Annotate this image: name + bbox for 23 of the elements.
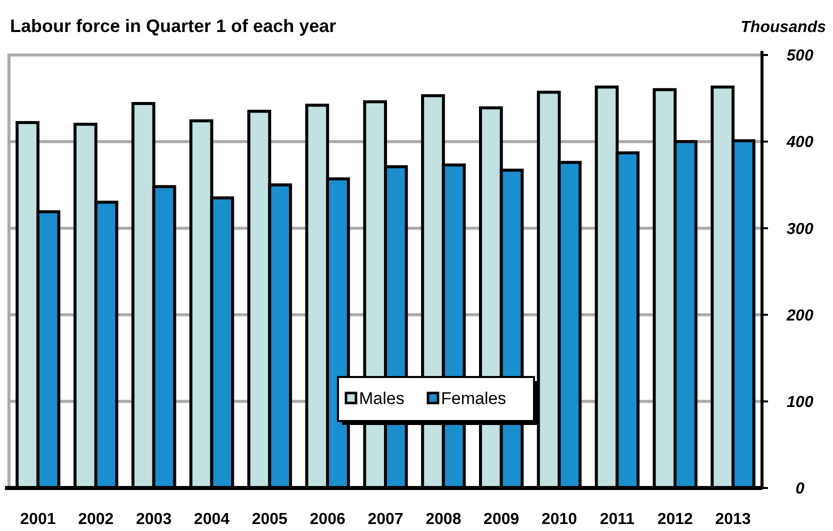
x-tick-label: 2001 xyxy=(20,511,56,528)
x-tick-label: 2004 xyxy=(194,511,230,528)
legend-label: Males xyxy=(359,389,404,408)
x-tick-label: 2008 xyxy=(426,511,462,528)
x-tick-label: 2005 xyxy=(252,511,288,528)
y-tick-label: 200 xyxy=(786,307,814,324)
x-tick-label: 2006 xyxy=(310,511,346,528)
y-tick-label: 500 xyxy=(786,48,814,65)
chart-title: Labour force in Quarter 1 of each year xyxy=(10,16,336,36)
x-tick-label: 2009 xyxy=(484,511,520,528)
y-tick-label: 400 xyxy=(786,134,814,152)
x-tick-label: 2011 xyxy=(600,511,635,528)
y-tick-label: 300 xyxy=(786,220,814,238)
y-tick-label: 0 xyxy=(796,480,805,498)
x-tick-label: 2010 xyxy=(541,511,578,528)
legend-label: Females xyxy=(441,389,506,408)
x-tick-label: 2003 xyxy=(136,511,172,528)
x-tick-label: 2007 xyxy=(368,511,404,528)
x-tick-label: 2012 xyxy=(657,511,694,528)
x-tick-label: 2013 xyxy=(715,511,751,528)
y-axis-title: Thousands xyxy=(740,19,826,36)
x-tick-label: 2002 xyxy=(78,511,114,528)
y-tick-label: 100 xyxy=(786,394,814,411)
